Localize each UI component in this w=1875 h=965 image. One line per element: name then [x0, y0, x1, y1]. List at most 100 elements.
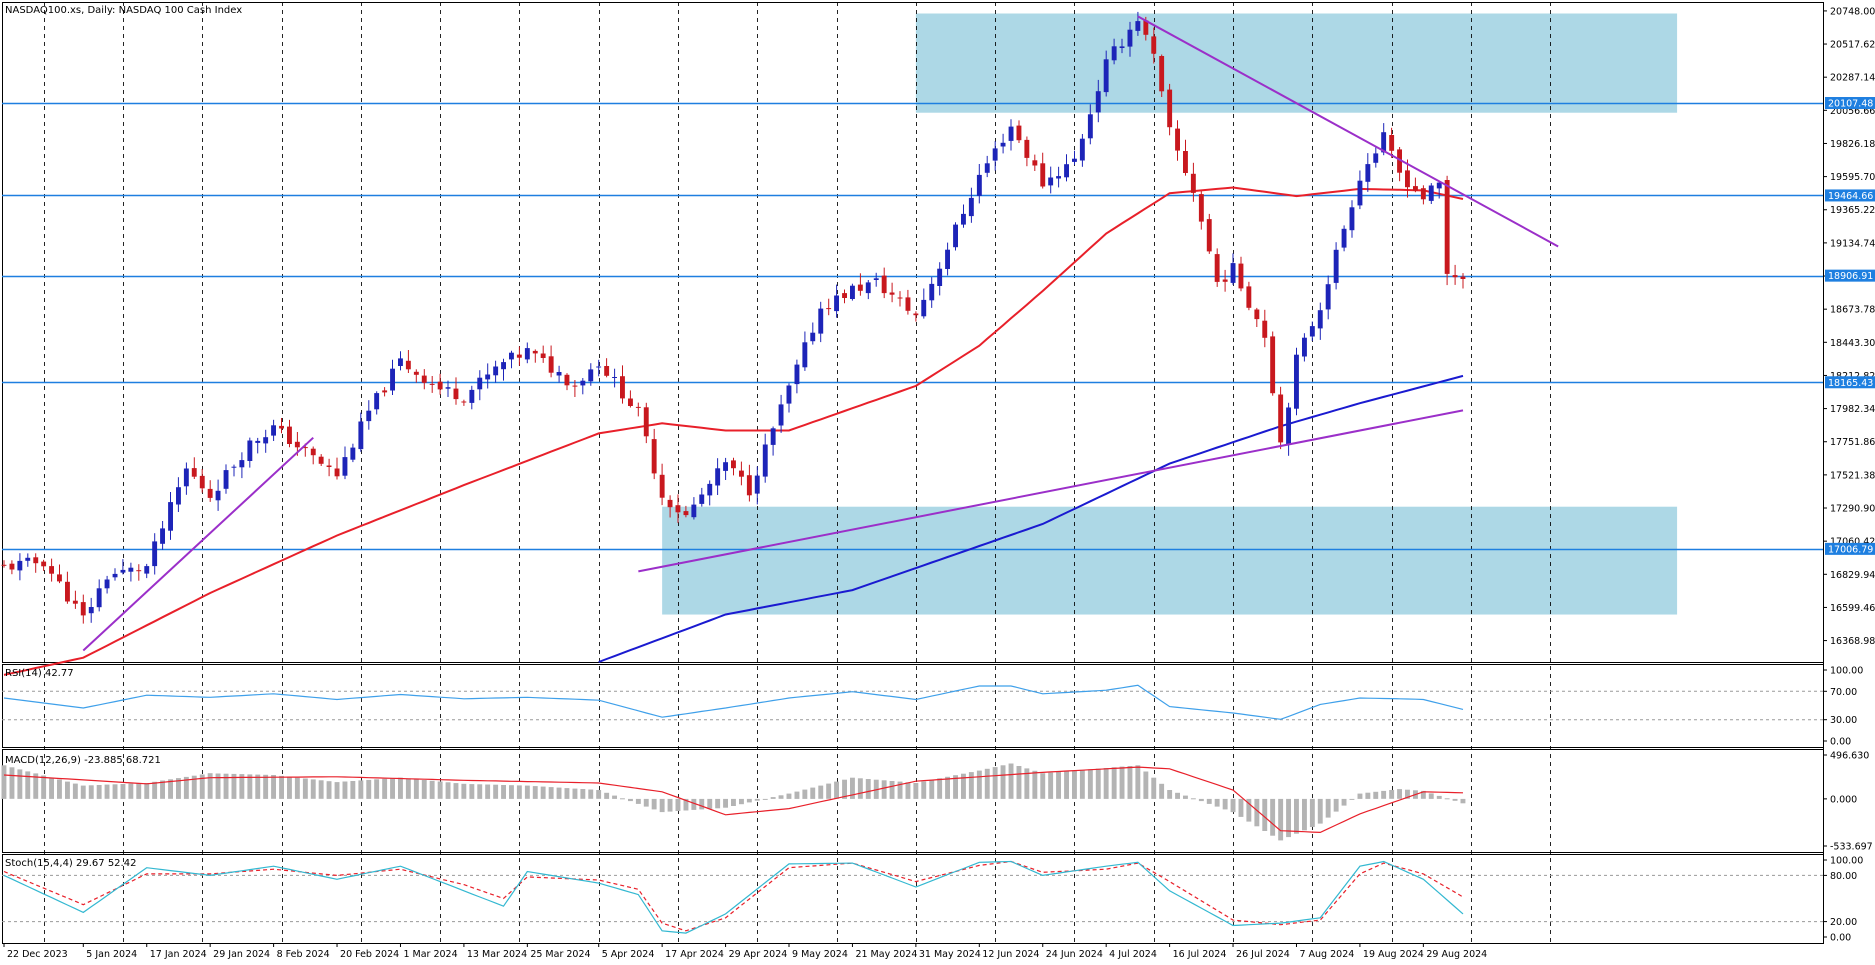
candle	[540, 345, 546, 363]
macd-histogram	[1, 763, 1466, 841]
candle	[215, 479, 221, 511]
candle	[1159, 54, 1165, 97]
date-tick-label: 19 Aug 2024	[1363, 949, 1424, 960]
macd-bar	[699, 798, 705, 810]
candle	[1000, 133, 1006, 154]
supply-demand-zones	[662, 13, 1678, 615]
macd-bar	[120, 784, 126, 799]
macd-bar	[881, 780, 887, 799]
macd-bar	[1127, 766, 1133, 799]
macd-bar	[1048, 772, 1054, 799]
candle	[318, 454, 324, 466]
candle	[1040, 152, 1046, 189]
candle	[699, 487, 705, 507]
level-badge-label: 19464.66	[1828, 191, 1873, 202]
macd-bar	[691, 798, 697, 810]
date-tick-label: 4 Jul 2024	[1109, 949, 1157, 960]
macd-bar	[1103, 768, 1109, 799]
candles	[1, 11, 1466, 624]
price-tick-label: 19134.74	[1830, 238, 1875, 249]
macd-bar	[294, 777, 300, 799]
macd-bar	[279, 775, 284, 799]
axes: 20748.00 20517.62 20287.14 20056.66 19826.18…	[3, 6, 1875, 960]
macd-bar	[723, 798, 728, 808]
candle	[1151, 27, 1157, 64]
candle	[358, 412, 364, 452]
macd-bar	[1206, 798, 1212, 804]
date-tick-label: 29 Apr 2024	[729, 949, 788, 960]
macd-bar	[437, 781, 443, 799]
indicator-panels	[1, 684, 1823, 934]
price-tick-label: 17751.86	[1830, 437, 1875, 448]
macd-bar	[1230, 798, 1236, 813]
candle	[937, 262, 943, 296]
macd-bar	[675, 798, 681, 811]
macd-bar	[548, 787, 554, 799]
macd-bar	[770, 797, 776, 799]
macd-bar	[1460, 798, 1466, 804]
price-tick-label: 16829.94	[1830, 570, 1875, 581]
candle	[183, 462, 189, 495]
macd-bar	[1056, 771, 1061, 799]
candle	[287, 419, 292, 448]
macd-bar	[128, 783, 134, 799]
macd-bar	[762, 798, 768, 800]
macd-bar	[810, 787, 816, 799]
macd-tick-label: -533.697	[1830, 842, 1873, 853]
macd-bar	[596, 790, 602, 799]
candle	[596, 359, 602, 377]
candle	[1246, 281, 1252, 311]
macd-bar	[786, 793, 792, 799]
candle	[485, 363, 491, 389]
candle	[929, 277, 935, 308]
macd-bar	[889, 781, 895, 799]
macd-bar	[1317, 798, 1323, 824]
candle	[57, 564, 62, 584]
macd-bar	[1373, 791, 1379, 799]
date-tick-label: 8 Feb 2024	[277, 949, 330, 960]
macd-bar	[857, 778, 863, 799]
stoch-title: Stoch(15,4,4) 29.67 52.42	[5, 858, 136, 869]
macd-bar	[731, 798, 736, 806]
candle	[223, 464, 229, 494]
candle	[802, 331, 808, 371]
candle	[651, 428, 657, 480]
candle	[469, 385, 475, 410]
macd-bar	[620, 798, 625, 800]
trendline-1[interactable]	[82, 436, 314, 652]
candle	[770, 426, 776, 456]
macd-bar	[1405, 789, 1410, 799]
moving-averages	[3, 186, 1464, 676]
candle	[398, 351, 403, 371]
macd-bar	[532, 786, 538, 799]
candle	[49, 558, 54, 582]
candle	[477, 370, 483, 401]
rsi-line	[3, 684, 1464, 720]
candle	[921, 288, 927, 319]
candle	[620, 365, 625, 404]
candle	[1111, 38, 1117, 65]
price-tick-label: 17982.34	[1830, 404, 1875, 415]
macd-bar	[1357, 793, 1363, 799]
candle	[1095, 79, 1101, 123]
candle	[532, 349, 538, 363]
trendline-3[interactable]	[1137, 15, 1559, 248]
candle	[80, 594, 86, 624]
price-tick-label: 19595.70	[1830, 172, 1875, 183]
level-badge	[1825, 97, 1875, 110]
macd-bar	[334, 782, 340, 799]
candle	[857, 273, 863, 296]
candle	[1048, 166, 1054, 194]
macd-bar	[1087, 769, 1093, 799]
macd-bar	[1341, 798, 1347, 806]
trendline-2[interactable]	[638, 409, 1464, 573]
macd-bar	[667, 798, 673, 812]
macd-bar	[746, 798, 752, 803]
candle	[1452, 264, 1458, 285]
candle	[168, 492, 173, 540]
candle	[1206, 213, 1212, 254]
macd-bar	[9, 767, 15, 799]
macd-bar	[1436, 795, 1442, 799]
trendlines[interactable]	[82, 15, 1559, 652]
